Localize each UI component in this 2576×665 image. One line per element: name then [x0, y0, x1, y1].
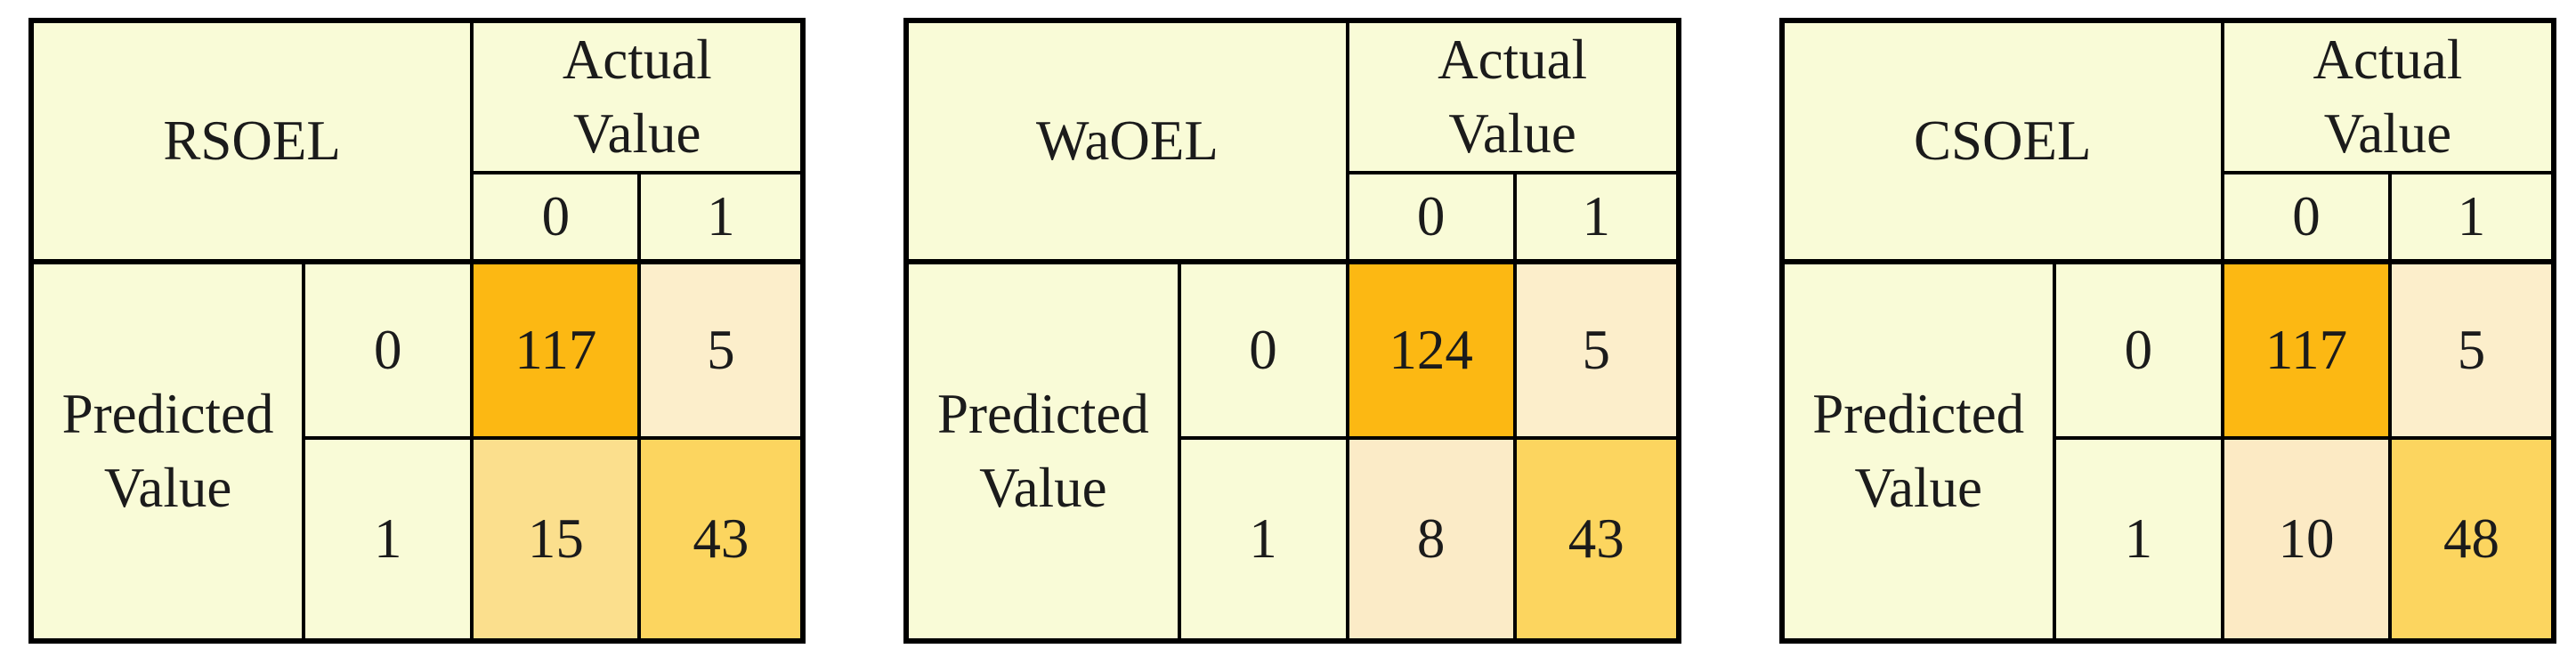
- actual-class-1-header: 1: [637, 171, 806, 265]
- predicted-axis-label: Predicted Value: [1812, 383, 2025, 520]
- matrix-cell-true-positive: 48: [2388, 436, 2556, 644]
- predicted-axis-label: Predicted Value: [61, 383, 274, 520]
- actual-class-0-header: 0: [2220, 171, 2393, 265]
- predicted-class-1-header: 1: [302, 436, 474, 644]
- predicted-axis-label: Predicted Value: [936, 383, 1149, 520]
- matrix-title-cell: CSOEL: [1779, 18, 2224, 264]
- actual-axis-cell: Actual Value: [2220, 18, 2556, 175]
- predicted-axis-cell: Predicted Value: [28, 259, 306, 644]
- actual-class-0-header: 0: [1345, 171, 1517, 265]
- matrix-title: WaOEL: [1036, 109, 1219, 173]
- matrix-cell-false-positive: 5: [637, 259, 806, 441]
- matrix-cell-false-negative: 8: [1345, 436, 1517, 644]
- actual-axis-cell: Actual Value: [470, 18, 806, 175]
- predicted-axis-cell: Predicted Value: [1779, 259, 2056, 644]
- matrix-title-cell: WaOEL: [904, 18, 1349, 264]
- matrix-title: CSOEL: [1914, 109, 2092, 173]
- matrix-cell-true-negative: 117: [470, 259, 642, 441]
- actual-axis-label: Actual Value: [1438, 28, 1588, 166]
- actual-class-1-header: 1: [1512, 171, 1681, 265]
- matrix-cell-false-negative: 10: [2220, 436, 2393, 644]
- actual-axis-cell: Actual Value: [1345, 18, 1681, 175]
- predicted-class-0-header: 0: [302, 259, 474, 441]
- matrix-cell-false-positive: 5: [2388, 259, 2556, 441]
- matrix-cell-true-negative: 117: [2220, 259, 2393, 441]
- confusion-matrix-waoel: WaOEL Actual Value 0 1 Predicted Value 0…: [903, 18, 1681, 645]
- actual-class-1-header: 1: [2388, 171, 2556, 265]
- matrix-cell-true-positive: 43: [637, 436, 806, 644]
- matrix-title: RSOEL: [163, 109, 341, 173]
- matrix-cell-true-negative: 124: [1345, 259, 1517, 441]
- matrix-cell-true-positive: 43: [1512, 436, 1681, 644]
- predicted-class-1-header: 1: [2052, 436, 2224, 644]
- actual-axis-label: Actual Value: [2313, 28, 2463, 166]
- predicted-class-1-header: 1: [1177, 436, 1349, 644]
- actual-class-0-header: 0: [470, 171, 642, 265]
- confusion-matrix-rsoel: RSOEL Actual Value 0 1 Predicted Value 0…: [28, 18, 806, 645]
- predicted-axis-cell: Predicted Value: [904, 259, 1181, 644]
- actual-axis-label: Actual Value: [562, 28, 712, 166]
- predicted-class-0-header: 0: [2052, 259, 2224, 441]
- confusion-matrix-csoel: CSOEL Actual Value 0 1 Predicted Value 0…: [1778, 18, 2556, 645]
- predicted-class-0-header: 0: [1177, 259, 1349, 441]
- matrix-cell-false-positive: 5: [1512, 259, 1681, 441]
- matrix-title-cell: RSOEL: [28, 18, 474, 264]
- matrix-cell-false-negative: 15: [470, 436, 642, 644]
